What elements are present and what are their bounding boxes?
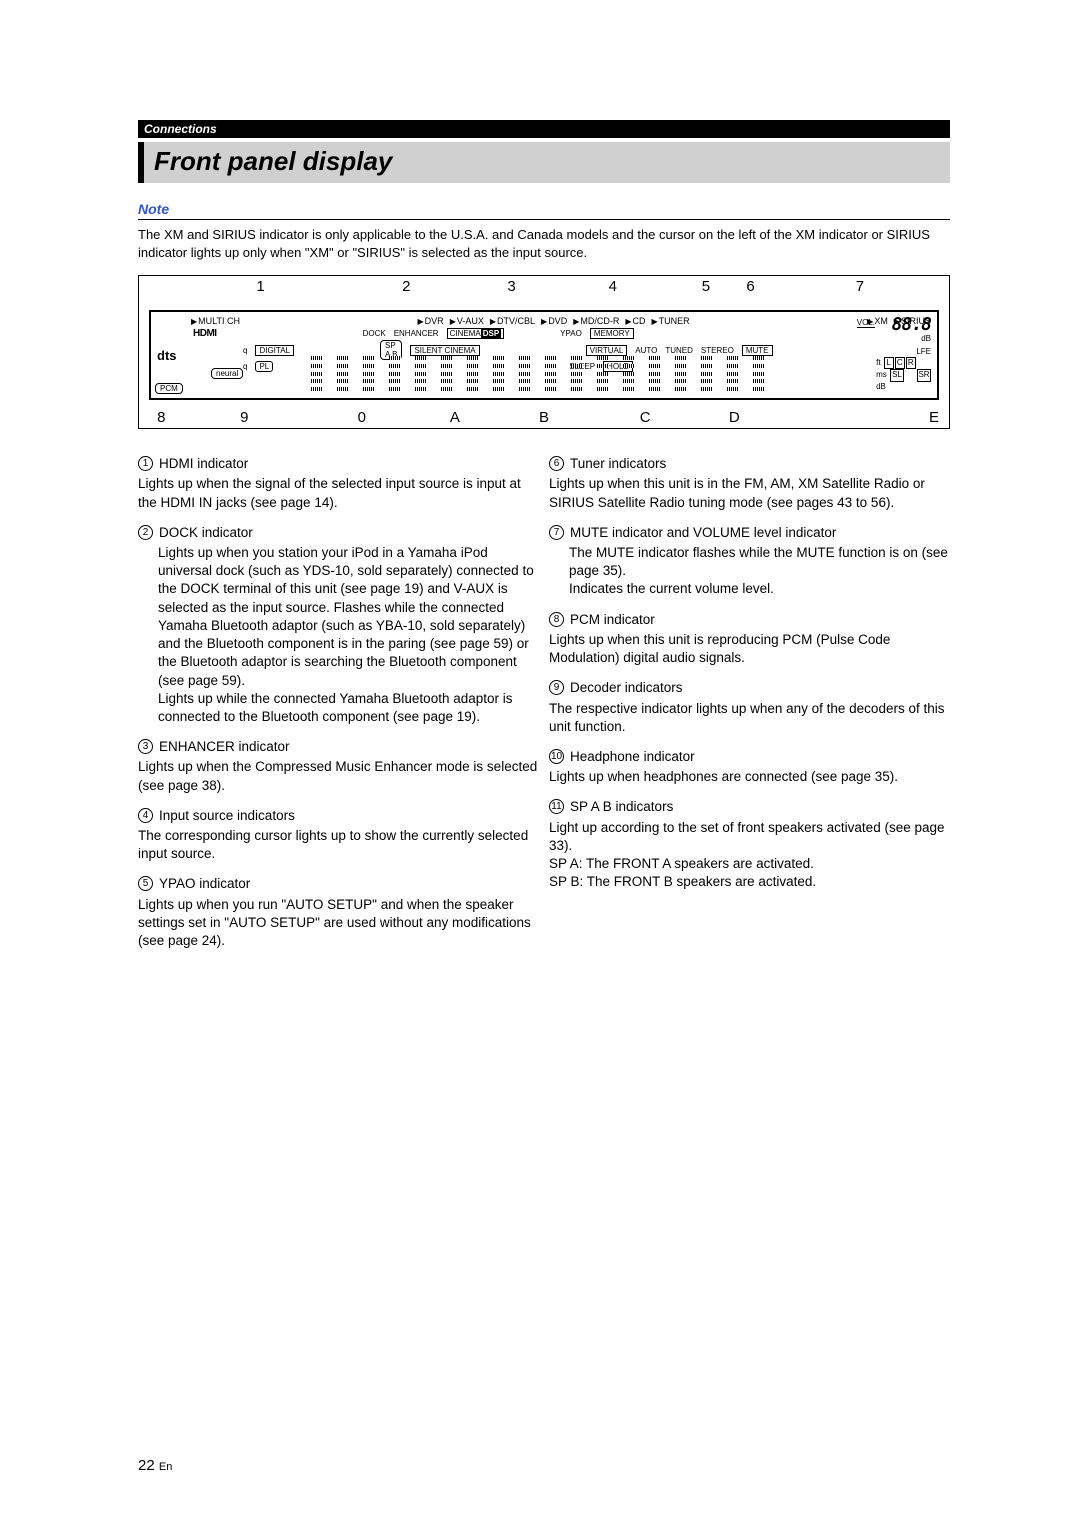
item-body: Light up according to the set of front s… <box>549 819 950 892</box>
item-title: DOCK indicator <box>159 524 253 542</box>
page-title: Front panel display <box>154 146 392 176</box>
indicator-item: 9 Decoder indicators The respective indica… <box>549 679 950 736</box>
indicator-item: 10 Headphone indicator Lights up when head… <box>549 748 950 786</box>
vol-label: VOL. <box>857 318 875 328</box>
dot-matrix-area <box>311 356 847 392</box>
front-panel-diagram: 1 2 3 4 5 6 7 MULTI CH DVR V-AUX DTV/CBL… <box>138 275 950 429</box>
item-title: MUTE indicator and VOLUME level indicato… <box>570 524 836 542</box>
item-number-icon: 11 <box>549 799 564 814</box>
item-body: Lights up when the signal of the selecte… <box>138 475 539 511</box>
item-title: HDMI indicator <box>159 455 248 473</box>
indicator-item: 4 Input source indicators The correspondin… <box>138 807 539 864</box>
cinema-dsp-badge: CINEMADSP <box>447 328 505 339</box>
diagram-bottom-callouts: 8 9 0 A B C D E <box>139 409 949 426</box>
diagram-top-callouts: 1 2 3 4 5 6 7 <box>139 278 949 295</box>
lcd-input-row: MULTI CH DVR V-AUX DTV/CBL DVD MD/CD-R C… <box>157 316 931 326</box>
indicator-item: 3 ENHANCER indicator Lights up when the Co… <box>138 738 539 795</box>
item-body: Lights up when you station your iPod in … <box>138 544 539 726</box>
page-number: 22 En <box>138 1457 172 1474</box>
indicator-item: 11 SP A B indicators Light up according to… <box>549 798 950 891</box>
item-title: Headphone indicator <box>570 748 695 766</box>
item-body: Lights up when this unit is reproducing … <box>549 631 950 667</box>
section-header: Connections <box>138 120 950 138</box>
item-body: The MUTE indicator flashes while the MUT… <box>549 544 950 599</box>
item-number-icon: 2 <box>138 525 153 540</box>
lcd-panel: MULTI CH DVR V-AUX DTV/CBL DVD MD/CD-R C… <box>149 310 939 400</box>
item-number-icon: 5 <box>138 876 153 891</box>
speaker-layout-icons: LFE ft LCR ms SLSR dB <box>876 347 931 393</box>
indicator-item: 1 HDMI indicator Lights up when the signal… <box>138 455 539 512</box>
item-number-icon: 1 <box>138 456 153 471</box>
item-title: Tuner indicators <box>570 455 666 473</box>
item-body: The corresponding cursor lights up to sh… <box>138 827 539 863</box>
item-title: PCM indicator <box>570 611 655 629</box>
item-title: Decoder indicators <box>570 679 683 697</box>
dts-logo-icon: dts <box>157 348 177 363</box>
left-column: 1 HDMI indicator Lights up when the signal… <box>138 455 539 962</box>
item-body: Lights up when headphones are connected … <box>549 768 950 786</box>
item-body: The respective indicator lights up when … <box>549 700 950 736</box>
pcm-badge: PCM <box>155 383 183 394</box>
lcd-row2: HDMI DOCK ENHANCER CINEMADSP YPAO MEMORY <box>157 328 931 339</box>
note-label: Note <box>138 201 950 220</box>
indicator-item: 6 Tuner indicators Lights up when this uni… <box>549 455 950 512</box>
item-number-icon: 3 <box>138 739 153 754</box>
item-number-icon: 4 <box>138 808 153 823</box>
indicator-item: 5 YPAO indicator Lights up when you run "A… <box>138 875 539 950</box>
hdmi-logo-icon: HDMI <box>193 328 217 339</box>
item-title: Input source indicators <box>159 807 295 825</box>
item-title: YPAO indicator <box>159 875 250 893</box>
item-number-icon: 6 <box>549 456 564 471</box>
note-text: The XM and SIRIUS indicator is only appl… <box>138 226 950 261</box>
page-title-bar: Front panel display <box>138 142 950 183</box>
indicator-item: 7 MUTE indicator and VOLUME level indicat… <box>549 524 950 599</box>
indicator-item: 8 PCM indicator Lights up when this unit i… <box>549 611 950 668</box>
volume-seven-seg: 88.8 <box>892 314 931 335</box>
note-block: Note The XM and SIRIUS indicator is only… <box>138 201 950 261</box>
item-title: SP A B indicators <box>570 798 673 816</box>
indicator-item: 2 DOCK indicator Lights up when you statio… <box>138 524 539 726</box>
item-number-icon: 9 <box>549 680 564 695</box>
description-columns: 1 HDMI indicator Lights up when the signal… <box>138 455 950 962</box>
item-number-icon: 10 <box>549 749 564 764</box>
neural-badge: neural <box>211 368 243 379</box>
item-body: Lights up when you run "AUTO SETUP" and … <box>138 896 539 951</box>
item-body: Lights up when the Compressed Music Enha… <box>138 758 539 794</box>
right-column: 6 Tuner indicators Lights up when this uni… <box>549 455 950 962</box>
item-body: Lights up when this unit is in the FM, A… <box>549 475 950 511</box>
item-number-icon: 7 <box>549 525 564 540</box>
item-number-icon: 8 <box>549 612 564 627</box>
item-title: ENHANCER indicator <box>159 738 290 756</box>
